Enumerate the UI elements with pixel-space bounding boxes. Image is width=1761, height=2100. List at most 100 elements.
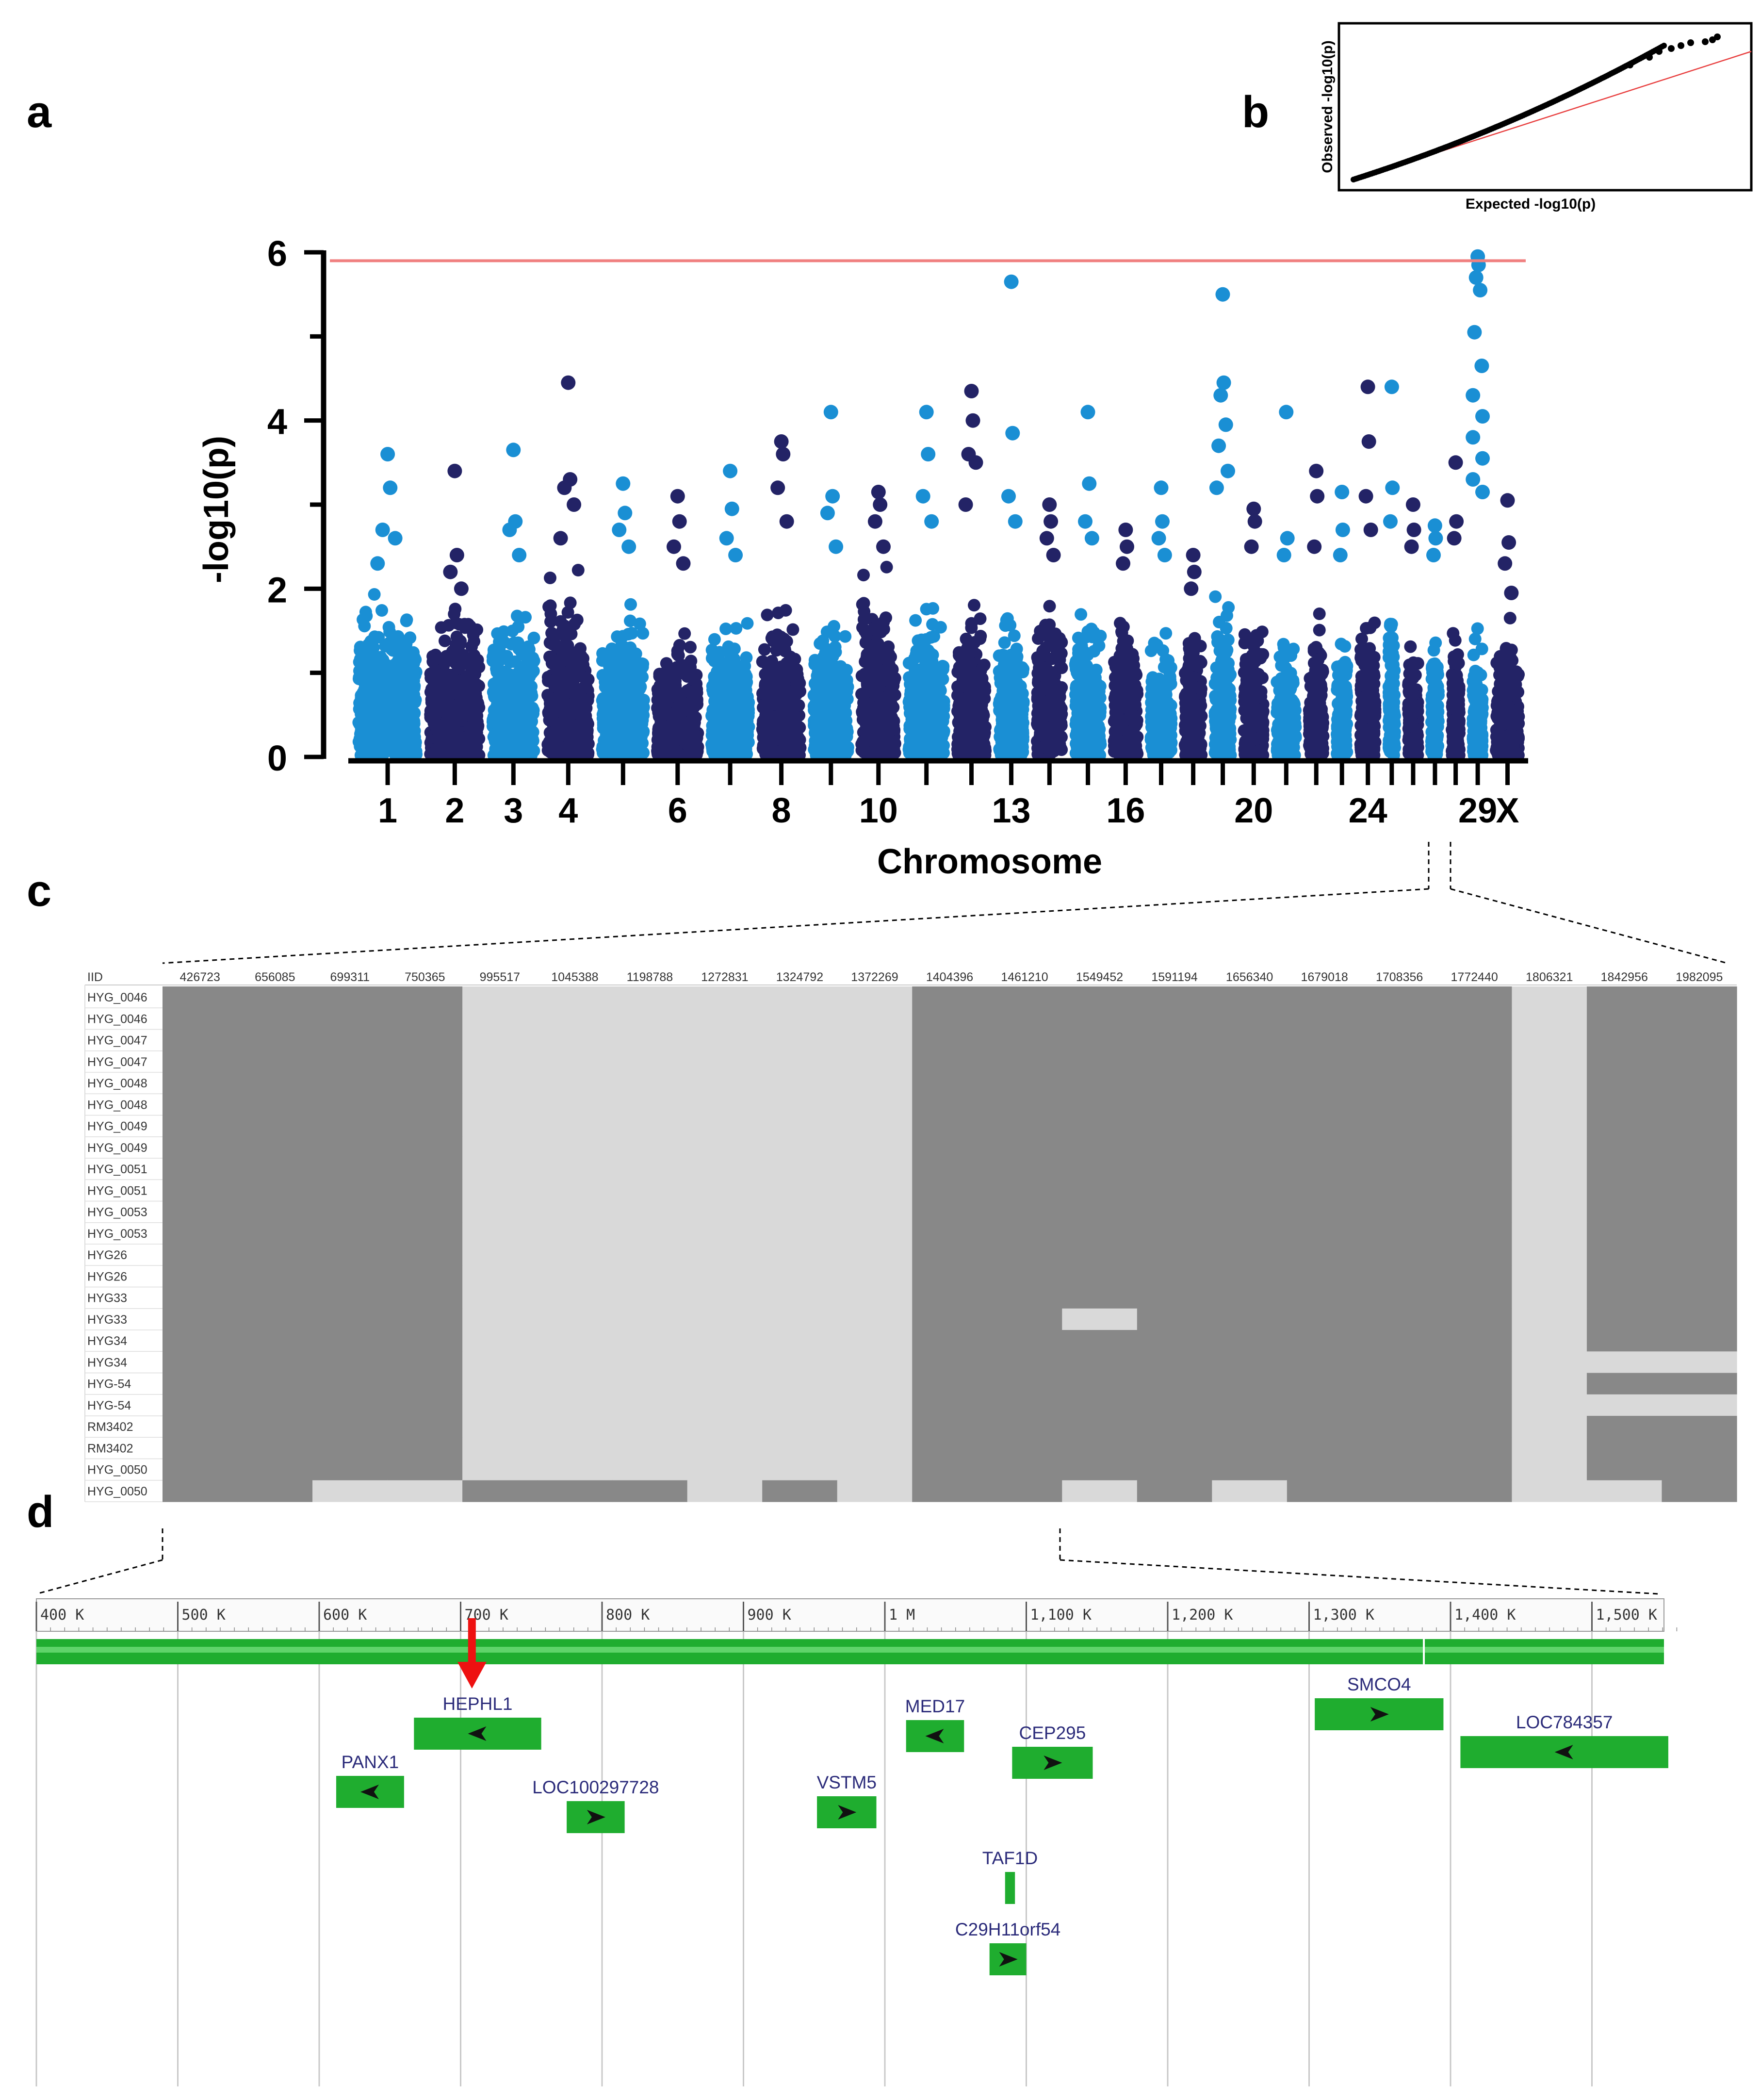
snp-point <box>366 738 379 751</box>
peak-point <box>561 375 576 390</box>
peak-point <box>670 489 685 504</box>
snp-point <box>498 704 511 717</box>
peak-point <box>867 514 882 529</box>
snp-point <box>512 732 525 745</box>
peak-point <box>968 455 983 470</box>
snp-point <box>455 713 468 726</box>
snp-point <box>877 616 890 628</box>
snp-point <box>394 727 408 740</box>
snp-point <box>605 642 619 656</box>
snp-point <box>782 723 795 736</box>
snp-point <box>542 600 555 613</box>
chromosome-1-points <box>352 447 423 762</box>
snp-point <box>1014 697 1027 710</box>
peak-point <box>370 556 385 571</box>
panel-label-a: a <box>27 87 52 137</box>
peak-point <box>1039 531 1054 546</box>
snp-point <box>671 664 685 677</box>
peak-point <box>388 531 403 546</box>
snp-point <box>603 705 617 718</box>
snp-point <box>857 742 870 755</box>
snp-point <box>684 661 697 674</box>
chromosome-6-points <box>651 489 704 762</box>
snp-point <box>518 660 531 673</box>
peak-point <box>449 548 464 562</box>
snp-point <box>862 698 875 710</box>
snp-point <box>373 660 385 673</box>
snp-point <box>841 745 854 758</box>
peak-point <box>873 497 888 512</box>
snp-point <box>379 674 392 688</box>
chromosome-4-points <box>541 375 595 762</box>
snp-point <box>453 662 466 675</box>
snp-point <box>1005 745 1018 758</box>
chromosome-13-points <box>993 274 1030 762</box>
peak-point <box>728 548 743 562</box>
chromosome-8-points <box>756 434 807 762</box>
snp-point <box>772 607 785 620</box>
snp-point <box>439 634 451 647</box>
snp-point <box>447 677 460 690</box>
snp-point <box>636 627 650 640</box>
peak-point <box>672 514 687 529</box>
snp-point <box>555 729 569 742</box>
snp-point <box>761 733 774 746</box>
snp-point <box>823 685 836 698</box>
snp-point <box>544 572 556 584</box>
snp-point <box>961 641 974 654</box>
snp-point <box>653 731 666 744</box>
snp-point <box>395 661 408 674</box>
peak-point <box>621 539 636 554</box>
snp-point <box>1040 624 1053 638</box>
snp-point <box>975 673 988 686</box>
snp-point <box>880 560 893 574</box>
snp-point <box>429 702 442 715</box>
snp-point <box>465 640 478 653</box>
snp-point <box>678 627 691 640</box>
snp-point <box>368 630 381 643</box>
snp-point <box>861 678 874 691</box>
peak-point <box>1046 548 1061 562</box>
snp-point <box>387 683 400 696</box>
snp-point <box>917 705 930 719</box>
snp-point <box>785 702 798 715</box>
snp-point <box>461 704 474 716</box>
chromosome-3-points <box>486 443 540 762</box>
snp-point <box>512 620 525 633</box>
snp-point <box>681 684 694 697</box>
snp-point <box>998 636 1011 649</box>
snp-point <box>464 748 477 761</box>
snp-point <box>738 734 751 747</box>
peak-point <box>915 489 930 504</box>
snp-point <box>400 638 413 651</box>
snp-point <box>856 598 869 611</box>
snp-point <box>828 630 841 643</box>
snp-point <box>400 613 413 626</box>
peak-point <box>454 581 469 596</box>
snp-point <box>978 658 991 672</box>
snp-point <box>830 695 843 708</box>
snp-point <box>929 701 942 714</box>
snp-point <box>607 721 620 734</box>
snp-point <box>424 672 438 685</box>
snp-point <box>767 698 780 711</box>
snp-point <box>527 631 540 644</box>
snp-point <box>1016 661 1028 674</box>
snp-point <box>739 696 752 709</box>
snp-point <box>513 640 526 653</box>
snp-point <box>381 698 394 711</box>
snp-point <box>375 604 388 617</box>
snp-point <box>775 660 788 673</box>
peak-point <box>723 463 738 478</box>
snp-point <box>1040 678 1053 691</box>
snp-point <box>525 715 538 728</box>
snp-point <box>492 682 505 695</box>
snp-point <box>428 683 441 696</box>
snp-point <box>390 641 403 654</box>
snp-point <box>511 609 523 623</box>
peak-point <box>1005 426 1020 441</box>
peak-point <box>618 506 633 521</box>
chromosome-10-points <box>855 485 901 762</box>
snp-point <box>382 722 395 735</box>
snp-point <box>624 706 637 720</box>
